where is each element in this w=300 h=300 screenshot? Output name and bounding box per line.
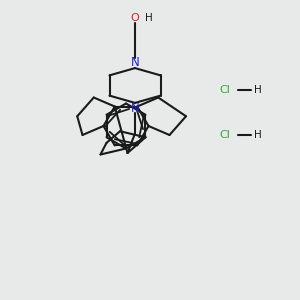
- Text: Cl: Cl: [220, 130, 230, 140]
- Text: O: O: [130, 13, 140, 23]
- Text: H: H: [145, 13, 152, 23]
- Text: H: H: [254, 85, 262, 95]
- Text: Cl: Cl: [220, 85, 230, 95]
- Text: N: N: [130, 56, 140, 70]
- Text: N: N: [130, 101, 140, 115]
- Text: H: H: [254, 130, 262, 140]
